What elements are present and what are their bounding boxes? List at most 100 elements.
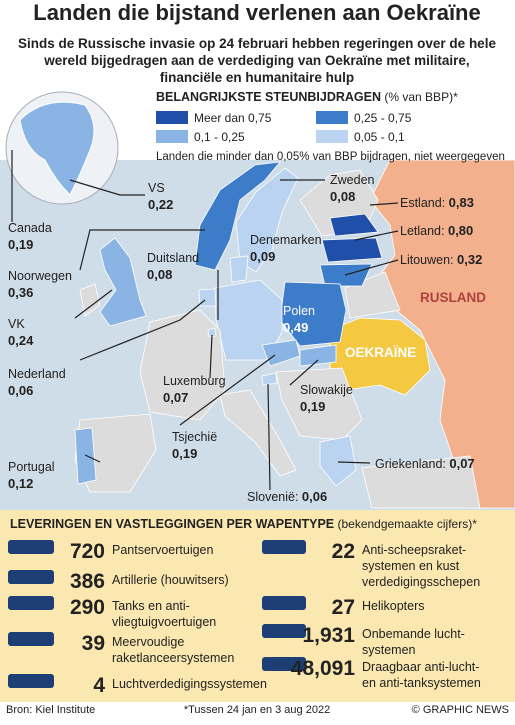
country-label: Griekenland: 0,07 (375, 456, 475, 471)
country-value: 0,06 (302, 489, 327, 504)
latvia (321, 237, 383, 263)
country-name: Portugal (8, 460, 55, 474)
country-value: 0,32 (457, 252, 482, 267)
leader-line (369, 202, 399, 206)
leader-line (354, 230, 399, 241)
weapon-count: 39 (82, 632, 105, 655)
weapon-count: 290 (70, 596, 105, 619)
legend-label: 0,1 - 0,25 (194, 130, 245, 144)
weapon-label: vliegtuigvoertuigen (112, 615, 216, 629)
legend-label: 0,25 - 0,75 (354, 111, 412, 125)
weapon-count: 22 (332, 540, 355, 563)
country-name: Slovenië: (247, 490, 298, 504)
norway (194, 161, 281, 271)
legend-note: Landen die minder dan 0,05% van BBP bijd… (156, 151, 505, 163)
country-label: Estland: 0,83 (400, 195, 474, 210)
leader-line (74, 289, 113, 319)
weapons-panel (0, 510, 515, 702)
country-label: Slovenië: 0,06 (247, 489, 327, 504)
slovenia (261, 372, 278, 386)
weapon-count: 48,091 (291, 657, 356, 680)
country-name: Estland: (400, 196, 445, 210)
weapon-icon (8, 596, 54, 610)
leader-line (267, 383, 271, 491)
source: Bron: Kiel Institute (6, 704, 95, 716)
country-name: Canada (8, 221, 52, 235)
footnote: *Tussen 24 jan en 3 aug 2022 (184, 704, 330, 716)
country-name: Tsjechië (172, 430, 217, 444)
leader-line (209, 334, 213, 379)
weapon-label: Draagbaar anti-lucht- (362, 660, 479, 674)
greece (319, 435, 357, 487)
country-value: 0,08 (330, 189, 355, 204)
country-label: Litouwen: 0,32 (400, 252, 482, 267)
weapon-label: verdedigingsschepen (362, 575, 480, 589)
weapons-list: 720 Pantservoertuigen 386 Artillerie (houwi… (8, 540, 481, 697)
country-value: 0,19 (172, 446, 197, 461)
weapon-label: systemen (362, 643, 416, 657)
country-name: Duitsland (147, 251, 199, 265)
country-value: 0,19 (8, 237, 33, 252)
country-labels: VS 0,22 Canada 0,19 Noorwegen 0,36 VK 0,24 Neder… (8, 173, 482, 504)
country-name: Letland: (400, 224, 444, 238)
leader-line (344, 259, 399, 276)
leader-line (289, 359, 319, 386)
france (139, 309, 226, 421)
weapon-icon (262, 657, 306, 671)
weapons-title-text: Leveringen en vastleggingen per wapentyp… (10, 517, 334, 531)
country-value: 0,06 (8, 383, 33, 398)
weapon-label: Helikopters (362, 599, 425, 613)
globe (5, 91, 119, 205)
country-value: 0,09 (250, 249, 275, 264)
legend-swatch (316, 130, 348, 143)
country-value: 0,07 (449, 456, 474, 471)
country-value: 0,19 (300, 399, 325, 414)
weapon-icon (262, 540, 306, 554)
country-value: 0,08 (147, 267, 172, 282)
weapons-subtitle: (bekendgemaakte cijfers)* (337, 517, 477, 531)
weapon-label: Tanks en anti- (112, 599, 190, 613)
legend-unit: (% van BBP)* (384, 90, 458, 104)
map (74, 159, 515, 509)
country-name: VK (8, 317, 25, 331)
country-value: 0,07 (163, 390, 188, 405)
weapon-icon (262, 596, 306, 610)
weapon-label: systemen en kust (362, 559, 460, 573)
weapon-count: 1,931 (302, 624, 355, 647)
weapon-label: Artillerie (houwitsers) (112, 573, 229, 587)
weapon-icon (262, 624, 306, 638)
country-name: Denemarken (250, 233, 322, 247)
country-name: Slowakije (300, 383, 353, 397)
country-name: Noorwegen (8, 269, 72, 283)
ireland (79, 283, 101, 317)
weapon-icon (8, 674, 54, 688)
country-value: 0,36 (8, 285, 33, 300)
luxembourg (207, 327, 217, 338)
credit: © GRAPHIC NEWS (412, 704, 509, 716)
country-value: 0,49 (283, 320, 308, 335)
country-name: Nederland (8, 367, 66, 381)
weapon-count: 720 (70, 540, 105, 563)
weapon-icon (8, 540, 54, 554)
legend-swatch (156, 111, 188, 124)
country-value: 0,83 (449, 195, 474, 210)
country-value: 0,24 (8, 333, 34, 348)
uk (99, 237, 147, 327)
weapons-title: Leveringen en vastleggingen per wapentyp… (10, 517, 477, 531)
turkey (361, 455, 481, 509)
leader-line (337, 461, 371, 464)
estonia (329, 213, 379, 237)
denmark (229, 255, 249, 283)
legend-title-text: Belangrijkste steunbijdragen (156, 90, 381, 104)
country-value: 0,80 (448, 223, 473, 238)
weapon-label: Luchtverdedigingssystemen (112, 677, 267, 691)
weapon-label: Pantservoertuigen (112, 543, 214, 557)
legend-title: Belangrijkste steunbijdragen (% van BBP)… (156, 90, 458, 104)
weapon-icon (8, 632, 54, 646)
leader-line (79, 299, 206, 361)
legend-swatch (156, 130, 188, 143)
leader-line (179, 354, 276, 426)
weapon-label: Anti-scheepsraket- (362, 543, 466, 557)
sweden (235, 167, 299, 273)
italy (219, 389, 297, 477)
